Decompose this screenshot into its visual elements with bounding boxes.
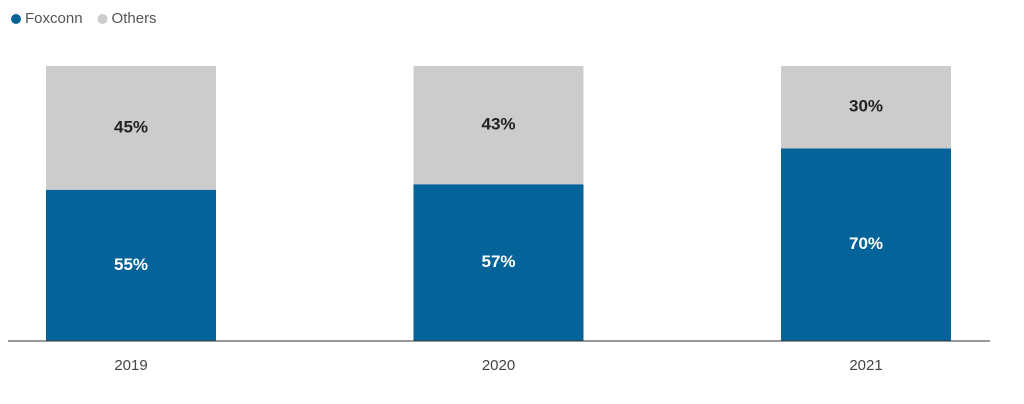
legend-label: Foxconn (25, 10, 83, 27)
bar-segment (413, 184, 584, 341)
bar-segment (781, 66, 951, 149)
value-label: 70% (849, 234, 883, 253)
bar-segment (781, 148, 951, 341)
x-tick-label: 2020 (482, 357, 515, 374)
value-label: 55% (114, 255, 148, 274)
value-label: 30% (849, 97, 883, 116)
x-tick-label: 2021 (849, 357, 882, 374)
bar-segment (46, 66, 216, 190)
x-tick-label: 2019 (114, 357, 147, 374)
legend-marker (97, 14, 108, 24)
legend-label: Others (112, 10, 157, 27)
bar-segment (46, 189, 216, 341)
bar-segment (413, 66, 584, 185)
value-label: 45% (114, 117, 148, 136)
value-label: 43% (481, 115, 515, 134)
value-label: 57% (481, 252, 515, 271)
legend-marker (11, 14, 21, 24)
